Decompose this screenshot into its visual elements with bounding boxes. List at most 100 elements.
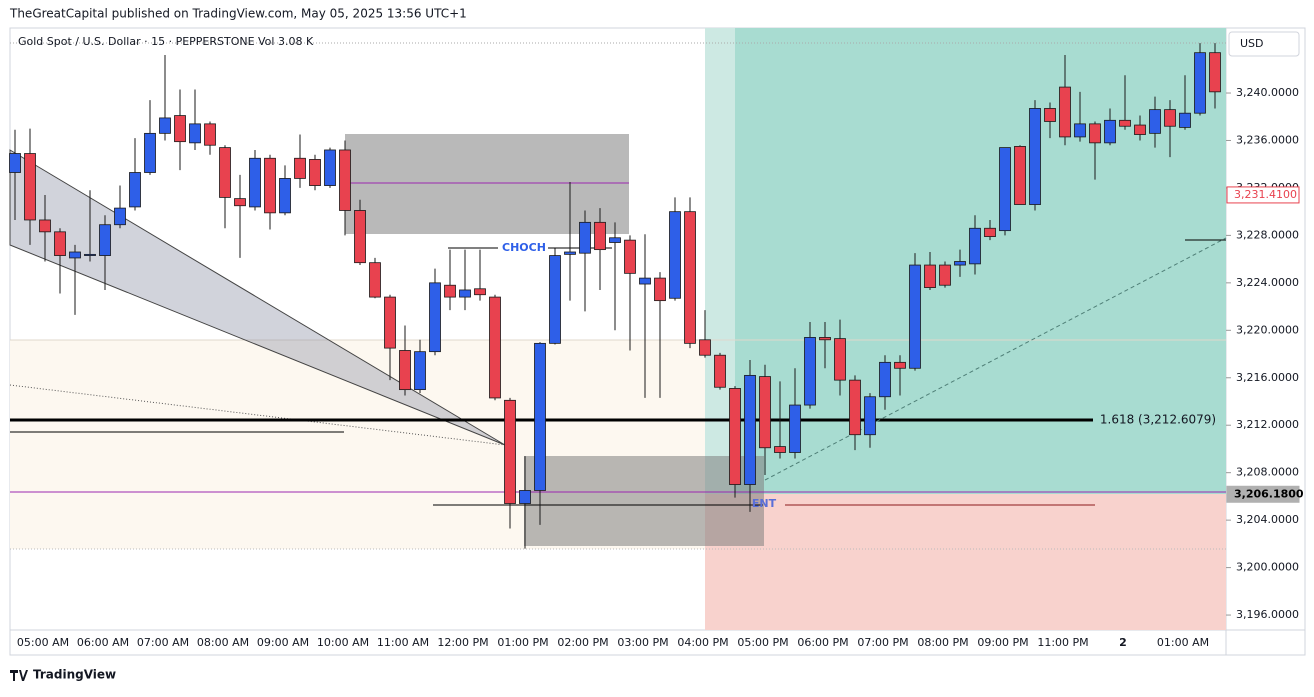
candle-body — [759, 376, 771, 449]
candle-body — [54, 231, 66, 256]
candle-body — [204, 123, 216, 146]
candle-body — [1074, 123, 1086, 138]
stop-zone — [705, 494, 1226, 630]
candle-body — [69, 251, 81, 259]
x-tick-label: 01:00 AM — [1157, 636, 1209, 649]
y-tick-label: 3,212.0000 — [1236, 418, 1299, 431]
candle-body — [99, 224, 111, 256]
candle-body — [189, 123, 201, 144]
candle-body — [954, 261, 966, 266]
candle-body — [309, 159, 321, 186]
candle-body — [819, 337, 831, 341]
x-tick-label: 06:00 PM — [797, 636, 848, 649]
candle-body — [879, 361, 891, 398]
currency-box[interactable] — [1228, 31, 1300, 57]
candle-body — [1014, 146, 1026, 205]
annotation: 1.618 (3,212.6079) — [1100, 413, 1216, 427]
candle-body — [564, 251, 576, 255]
candle-body — [414, 351, 426, 391]
price-label-box — [1226, 485, 1300, 503]
candle-body — [249, 157, 261, 208]
y-tick-label: 3,228.0000 — [1236, 228, 1299, 241]
volume-value: 3.08 K — [278, 35, 314, 48]
candle-body — [984, 227, 996, 237]
trend-line — [9, 384, 506, 446]
candle-body — [639, 277, 651, 285]
candle-body — [1119, 119, 1131, 127]
candle-body — [129, 172, 141, 208]
volume-label: Vol — [258, 35, 274, 48]
publisher: TheGreatCapital published on TradingView… — [9, 7, 467, 21]
candle-body — [654, 277, 666, 302]
x-tick-label: 03:00 PM — [617, 636, 668, 649]
candle-body — [1029, 108, 1041, 205]
candle-body — [264, 157, 276, 214]
price-label: 3,231.4100 — [1234, 188, 1297, 201]
candle-body — [774, 446, 786, 453]
candle-body — [234, 198, 246, 207]
y-tick-label: 3,208.0000 — [1236, 466, 1299, 479]
candle-body — [894, 361, 906, 369]
candle-body — [1104, 119, 1116, 144]
candle-body — [339, 149, 351, 211]
x-tick-label: 07:00 AM — [137, 636, 189, 649]
y-tick-label: 3,236.0000 — [1236, 133, 1299, 146]
candle-body — [474, 288, 486, 296]
candle-body — [849, 379, 861, 436]
x-tick-label: 09:00 PM — [977, 636, 1028, 649]
footer-brand: TradingView — [33, 668, 116, 682]
x-tick-label: 08:00 PM — [917, 636, 968, 649]
candle-body — [744, 374, 756, 485]
y-tick-label: 3,224.0000 — [1236, 276, 1299, 289]
x-tick-label: 12:00 PM — [437, 636, 488, 649]
x-tick-label: 02:00 PM — [557, 636, 608, 649]
x-tick-label: 2 — [1119, 636, 1127, 649]
candle-body — [24, 153, 36, 221]
candle-body — [939, 264, 951, 286]
candle-body — [1134, 124, 1146, 135]
annotation: ENT — [752, 497, 777, 510]
candle-body — [594, 221, 606, 251]
candle-body — [579, 221, 591, 254]
candle-body — [294, 157, 306, 179]
candle-body — [504, 399, 516, 504]
symbol-title: Gold Spot / U.S. Dollar · 15 · PEPPERSTO… — [18, 35, 255, 48]
candle-body — [864, 396, 876, 436]
candle-body — [729, 388, 741, 485]
currency[interactable]: USD — [1240, 37, 1264, 50]
candle-body — [609, 237, 621, 243]
candle-body — [399, 350, 411, 391]
candle-body — [1044, 108, 1056, 122]
candle-body — [84, 253, 96, 256]
candle-body — [39, 219, 51, 233]
x-tick-label: 05:00 AM — [17, 636, 69, 649]
candle-body — [789, 404, 801, 453]
candle-body — [159, 117, 171, 134]
candle-body — [999, 147, 1011, 232]
candle-body — [624, 239, 636, 274]
candle-body — [114, 207, 126, 226]
candle-body — [804, 337, 816, 406]
price-label-box — [1226, 186, 1300, 204]
candle-body — [534, 342, 546, 491]
y-tick-label: 3,204.0000 — [1236, 513, 1299, 526]
candle-body — [909, 264, 921, 369]
candle-body — [9, 153, 21, 173]
candle-body — [384, 296, 396, 349]
x-tick-label: 11:00 AM — [377, 636, 429, 649]
candle-body — [324, 149, 336, 186]
x-tick-label: 11:00 PM — [1037, 636, 1088, 649]
candles — [9, 43, 1221, 549]
wedge — [9, 149, 506, 446]
candle-body — [354, 210, 366, 264]
y-tick-label: 3,196.0000 — [1236, 608, 1299, 621]
x-tick-label: 05:00 PM — [737, 636, 788, 649]
candle-body — [1089, 123, 1101, 144]
candle-body — [444, 284, 456, 298]
candle-body — [219, 147, 231, 198]
projection-line — [764, 237, 1227, 481]
logo — [10, 670, 28, 681]
x-tick-label: 07:00 PM — [857, 636, 908, 649]
